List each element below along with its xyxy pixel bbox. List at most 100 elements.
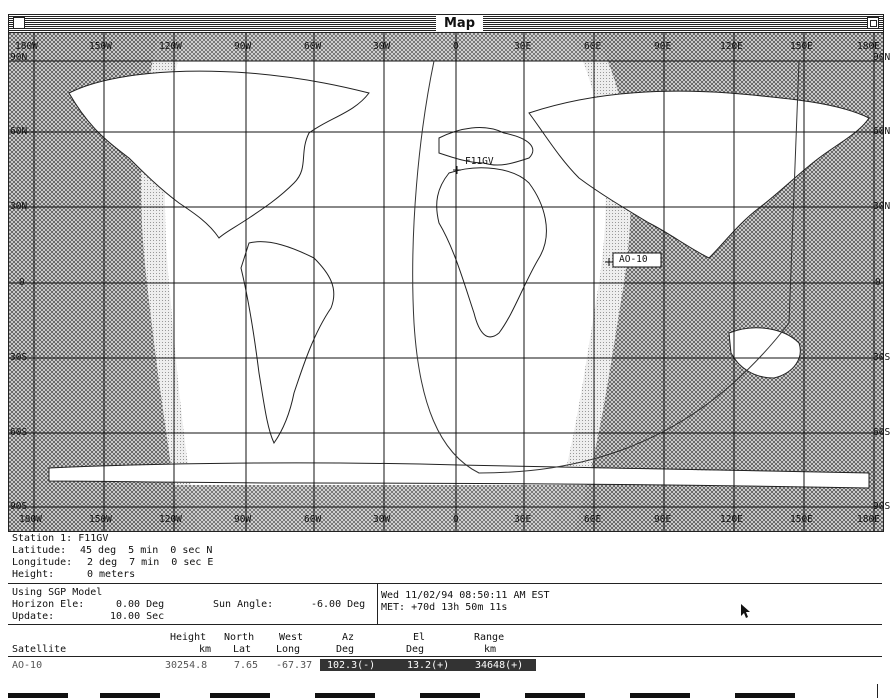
cell-satellite: AO-10 [12,660,43,671]
close-box[interactable] [13,17,25,29]
lat-long-grid [9,33,883,531]
lat-label: 30N [10,201,28,212]
lat-label: 60N [873,126,890,137]
window-title-bar[interactable]: Map [8,14,884,33]
scroll-indicator[interactable] [877,684,878,698]
satellite-marker-icon[interactable] [605,252,662,268]
station-value: F11GV [78,533,109,544]
col-header-long: West [279,632,304,643]
col-header-az-unit: Deg [336,644,355,655]
station-label: Station 1: [12,533,73,544]
lon-label: 30E [514,41,532,52]
mission-elapsed-time: MET: +70d 13h 50m 11s [381,602,508,613]
lon-label: 180W [15,41,38,52]
lat-label: 90N [873,52,890,63]
latitude-label: Latitude: [12,545,67,556]
lon-label: 120E [720,514,743,525]
lon-label: 30W [373,514,391,525]
lon-label: 180E [857,514,880,525]
lon-label: 60E [584,514,602,525]
cell-lat: 7.65 [234,660,259,671]
lon-label: 60E [584,41,602,52]
lat-label: 60S [873,427,890,438]
horizon-label: Horizon Ele: [12,599,85,610]
world-map[interactable]: F11GV AO-10 180W 150W 120W 90W 60W 30W 0… [8,32,890,532]
lon-label: 60W [304,514,322,525]
lat-label: 30N [873,201,890,212]
station-marker-icon[interactable] [453,166,461,174]
cell-az: 102.3(-) [327,660,376,671]
lat-label: 90S [873,501,890,512]
lon-label: 150W [89,41,112,52]
height-value: 0 meters [87,569,136,580]
update-label: Update: [12,611,55,622]
sun-angle-label: Sun Angle: [213,599,274,610]
cell-long: -67.37 [276,660,313,671]
longitude-row: Longitude: 2 deg 7 min 0 sec E [12,557,213,568]
lon-label: 30E [514,514,532,525]
col-header-height-unit: km [199,644,212,655]
lat-label: 0 [19,277,25,288]
height-label: Height: [12,569,55,580]
model-text: Using SGP Model [12,587,103,598]
col-header-height: Height [170,632,207,643]
lon-label: 90W [234,41,252,52]
lon-label: 120W [159,514,182,525]
satellite-marker-label: AO-10 [619,254,648,265]
row-highlight [320,659,536,671]
divider [8,624,882,625]
height-row: Height: 0 meters [12,569,135,580]
horizon-value: 0.00 Deg [116,599,165,610]
latitude-value: 45 deg 5 min 0 sec N [80,545,213,556]
col-header-satellite: Satellite [12,644,67,655]
latitude-row: Latitude: 45 deg 5 min 0 sec N [12,545,212,556]
divider [8,656,882,657]
lat-label: 90S [10,501,28,512]
col-header-lat: North [224,632,255,643]
lat-label: 60N [10,126,28,137]
longitude-label: Longitude: [12,557,73,568]
lat-label: 0 [875,277,881,288]
divider [8,583,882,584]
col-header-az: Az [342,632,355,643]
window-title: Map [436,15,484,32]
cell-height: 30254.8 [165,660,208,671]
col-header-range: Range [474,632,505,643]
lon-label: 150E [790,41,813,52]
col-header-lat-unit: Lat [233,644,252,655]
col-header-range-unit: km [484,644,497,655]
lat-label: 90N [10,52,28,63]
lon-label: 120E [720,41,743,52]
lat-label: 60S [10,427,28,438]
lon-label: 90W [234,514,252,525]
lat-label: 30S [873,352,890,363]
lon-label: 150E [790,514,813,525]
continent-outlines [48,70,870,489]
lon-label: 0 [453,41,459,52]
lon-label: 0 [453,514,459,525]
cell-el: 13.2(+) [407,660,450,671]
col-header-el: El [413,632,426,643]
col-header-long-unit: Long [276,644,301,655]
divider [377,584,378,624]
map-canvas [9,33,883,531]
update-value: 10.00 Sec [110,611,165,622]
lon-label: 150W [89,514,112,525]
lon-label: 90E [654,41,672,52]
lon-label: 120W [159,41,182,52]
zoom-box[interactable] [867,17,879,29]
lon-label: 180E [857,41,880,52]
sun-angle-value: -6.00 Deg [311,599,366,610]
satellite-footprint [412,60,800,474]
longitude-value: 2 deg 7 min 0 sec E [87,557,214,568]
cell-range: 34648(+) [475,660,524,671]
lon-label: 60W [304,41,322,52]
cursor-arrow-icon [740,603,752,623]
lat-label: 30S [10,352,28,363]
station-name-row: Station 1: F11GV [12,533,108,544]
station-marker-label: F11GV [465,156,494,167]
date-time: Wed 11/02/94 08:50:11 AM EST [381,590,550,601]
lon-label: 90E [654,514,672,525]
col-header-el-unit: Deg [406,644,425,655]
lon-label: 180W [19,514,42,525]
